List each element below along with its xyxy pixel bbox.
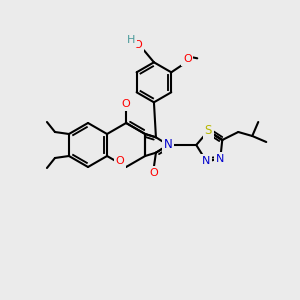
Text: N: N bbox=[164, 139, 172, 152]
Text: O: O bbox=[150, 168, 158, 178]
Text: H: H bbox=[127, 35, 135, 45]
Text: O: O bbox=[134, 40, 142, 50]
Text: O: O bbox=[115, 157, 124, 166]
Text: N: N bbox=[202, 156, 210, 166]
Text: S: S bbox=[205, 124, 212, 137]
Text: O: O bbox=[122, 99, 130, 109]
Text: N: N bbox=[216, 154, 224, 164]
Text: O: O bbox=[183, 54, 192, 64]
